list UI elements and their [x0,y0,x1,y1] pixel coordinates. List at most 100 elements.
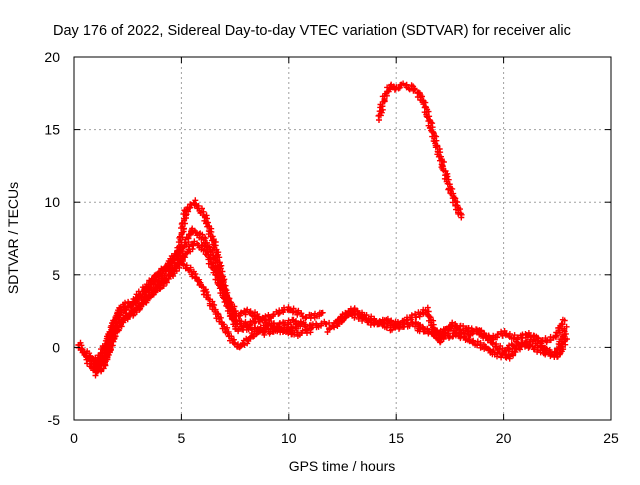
data-point [513,338,520,345]
data-point [308,325,314,332]
data-point [298,310,305,317]
data-point [236,344,243,351]
data-point [89,356,96,363]
data-point [419,97,426,104]
data-points [75,80,570,379]
data-point [379,320,386,327]
data-point [448,190,455,197]
data-point [261,316,268,323]
data-point [284,326,291,333]
data-point [447,187,454,194]
data-point [432,144,439,151]
data-point [93,369,100,376]
data-point [194,240,201,247]
data-point [138,300,145,307]
data-point [78,345,85,352]
data-point [150,289,157,296]
data-point [204,252,210,258]
data-point [202,240,209,246]
data-point [87,352,93,359]
x-axis-label: GPS time / hours [289,458,396,474]
data-point [94,354,101,361]
data-point [276,321,283,328]
data-point [559,341,566,347]
data-point [547,337,553,344]
data-point [458,211,465,218]
data-point [186,267,193,274]
data-point [182,254,189,261]
data-point [298,329,305,336]
data-point [408,312,415,319]
data-point [267,322,274,329]
data-point [136,294,143,301]
data-point [204,223,211,230]
data-point [326,326,333,333]
data-point [437,335,444,341]
data-point [405,85,412,92]
data-point [224,324,231,331]
data-point [391,324,397,331]
data-point [263,324,270,331]
data-point [334,319,341,326]
data-point [122,299,128,306]
data-point [470,337,477,344]
series-pass-h [375,80,465,221]
data-point [202,248,209,255]
data-point [383,324,390,331]
data-point [208,237,215,244]
data-point [559,332,565,339]
data-point [444,180,451,187]
data-point [275,310,282,317]
data-point [494,331,501,338]
data-point [351,314,358,321]
data-point [214,310,221,317]
data-point [216,316,223,322]
data-point [228,333,235,340]
data-point [313,320,320,327]
data-point [427,314,434,321]
data-point [375,112,382,119]
data-point [403,317,410,324]
data-point [318,322,324,329]
data-point [192,274,199,281]
data-point [481,330,488,337]
y-tick-label: -5 [48,412,61,428]
data-point [179,220,186,226]
data-point [440,336,447,342]
data-point [147,284,154,291]
x-tick-label: 15 [388,430,404,446]
data-point [145,293,152,300]
plot-frame [73,56,612,421]
data-point [387,327,394,334]
data-point [133,298,140,305]
data-point [261,331,268,338]
data-point [498,328,505,335]
data-point [494,353,500,360]
data-point [457,206,463,213]
data-point [379,321,386,328]
data-point [538,342,545,349]
data-point [424,114,431,121]
data-point [322,320,329,327]
data-point [456,326,463,333]
data-point [118,309,124,316]
data-point [381,92,388,99]
data-point [469,338,476,345]
data-point [246,322,253,329]
data-point [362,315,369,322]
data-point [224,330,231,337]
x-tick-label: 0 [70,430,78,446]
data-point [411,85,418,92]
data-point [474,342,481,349]
axis-ticks: 0 5 10 15 20 25 -5 0 5 10 15 20 [44,49,619,446]
data-point [449,333,456,340]
data-point [205,295,212,302]
data-point [303,326,310,333]
data-point [124,314,131,321]
data-point [464,328,471,335]
data-point [235,328,242,335]
data-point [252,316,258,323]
data-point [179,244,186,251]
data-point [207,255,214,262]
x-tick-label: 10 [281,430,297,446]
